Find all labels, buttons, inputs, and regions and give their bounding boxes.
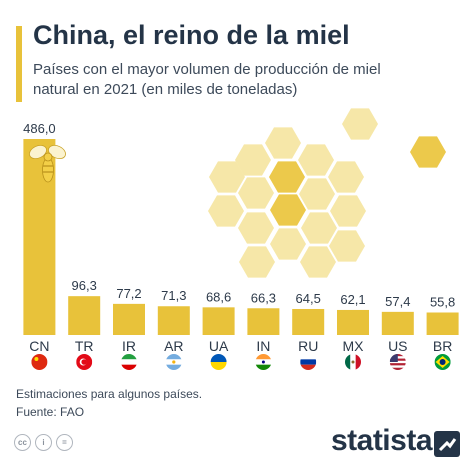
bar-ir [113, 303, 145, 335]
category-label: RU [298, 338, 318, 354]
license-icons: cc i = [14, 434, 73, 451]
category-label: AR [164, 338, 183, 354]
value-label: 77,2 [116, 286, 141, 301]
statista-brand[interactable]: statista [330, 424, 433, 457]
statista-logo-icon[interactable] [434, 431, 460, 457]
honeycomb-cell [209, 161, 245, 193]
source-note: Fuente: FAO [16, 405, 85, 419]
cc-icon[interactable]: cc [14, 434, 31, 451]
honeycomb-cell [300, 246, 336, 278]
honeycomb-cell [298, 144, 334, 176]
footnote: Estimaciones para algunos países. [16, 387, 203, 401]
usa-flag-icon [389, 354, 406, 370]
honeycomb-cell [269, 161, 305, 193]
honeycomb-cell [238, 177, 274, 209]
ukraine-flag-icon [210, 354, 227, 370]
bar-br [426, 312, 459, 335]
honeycomb-cell [299, 178, 335, 210]
value-label: 66,3 [251, 290, 276, 305]
honeycomb-cell [301, 212, 337, 244]
honeycomb-cell [208, 195, 244, 227]
honeycomb-cell [328, 161, 364, 193]
bar-in [247, 308, 280, 335]
honeycomb-cell [235, 144, 271, 176]
category-label: IN [256, 338, 270, 354]
bars-group: 486,0 CN 96,3 TR 77,2 IR 71,3 AR 68,6 UA 66,3 IN 64,… [23, 121, 459, 370]
page-title: China, el reino de la miel [33, 20, 350, 50]
value-label: 486,0 [23, 121, 56, 136]
china-flag-icon [31, 354, 48, 370]
honeycomb-cell [270, 228, 306, 260]
bar-us [381, 311, 414, 335]
category-label: US [388, 338, 407, 354]
brazil-flag-icon [434, 354, 451, 370]
category-label: UA [209, 338, 229, 354]
category-label: MX [343, 338, 365, 354]
bar-ar [157, 306, 190, 335]
honeycomb-cell [238, 212, 274, 244]
category-label: IR [122, 338, 136, 354]
honeycomb-cell [330, 195, 366, 227]
value-label: 57,4 [385, 294, 410, 309]
value-label: 62,1 [340, 292, 365, 307]
honeycomb-cell [329, 230, 365, 262]
attribution-icon[interactable]: i [35, 434, 52, 451]
value-label: 68,6 [206, 289, 231, 304]
honeycomb-cell [270, 194, 306, 226]
value-label: 55,8 [430, 294, 455, 309]
bar-mx [337, 309, 369, 335]
india-flag-icon [255, 354, 272, 370]
honeycomb-cell [239, 246, 275, 278]
category-label: CN [29, 338, 49, 354]
honeycomb-cell [410, 136, 446, 168]
argentina-flag-icon [165, 354, 182, 370]
value-label: 96,3 [72, 278, 97, 293]
value-label: 71,3 [161, 288, 186, 303]
title-accent-bar [16, 26, 22, 102]
no-derivatives-icon[interactable]: = [56, 434, 73, 451]
honeycomb-illustration [208, 108, 446, 278]
honeycomb-cell [342, 108, 378, 140]
iran-flag-icon [121, 354, 137, 370]
value-label: 64,5 [296, 291, 321, 306]
page-subtitle: Países con el mayor volumen de producció… [33, 61, 381, 98]
russia-flag-icon [300, 354, 317, 370]
honeycomb-cell [265, 127, 301, 159]
bar-ru [292, 308, 325, 335]
category-label: BR [433, 338, 452, 354]
category-label: TR [75, 338, 94, 354]
bar-tr [68, 296, 101, 335]
bar-ua [202, 307, 235, 335]
mexico-flag-icon [345, 354, 361, 370]
bee-icon [29, 144, 66, 183]
turkey-flag-icon [76, 354, 93, 370]
